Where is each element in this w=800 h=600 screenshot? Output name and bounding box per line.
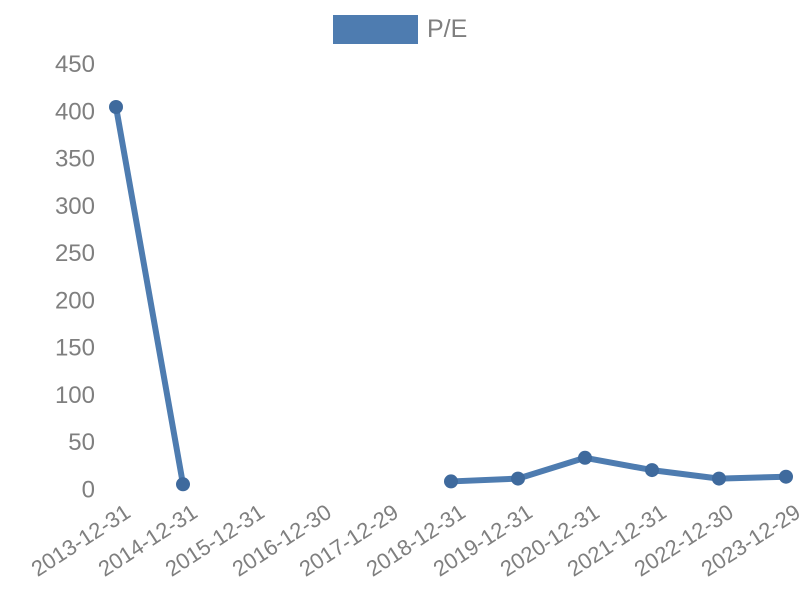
- y-tick-label: 250: [55, 240, 95, 267]
- data-point-marker: [645, 463, 659, 478]
- data-point-marker: [578, 450, 592, 465]
- data-point-marker: [176, 477, 190, 492]
- y-tick-label: 350: [55, 146, 95, 173]
- y-tick-label: 150: [55, 335, 95, 362]
- data-point-marker: [779, 469, 793, 484]
- data-point-markers: [109, 99, 793, 492]
- y-tick-label: 100: [55, 382, 95, 409]
- x-axis-tick-labels: 2013-12-312014-12-312015-12-312016-12-30…: [27, 499, 800, 581]
- y-tick-label: 400: [55, 98, 95, 125]
- y-axis-tick-labels: 0 50 100 150 200 250 300 350 400 450: [55, 51, 95, 504]
- series-line-pe: [113, 103, 789, 488]
- y-tick-label: 0: [82, 477, 95, 504]
- data-point-marker: [109, 99, 123, 114]
- y-tick-label: 200: [55, 287, 95, 314]
- data-point-marker: [444, 474, 458, 489]
- y-tick-label: 50: [68, 429, 95, 456]
- data-point-marker: [511, 471, 525, 486]
- legend-swatch-pe: [333, 15, 418, 44]
- legend: P/E: [333, 15, 467, 44]
- y-tick-label: 300: [55, 193, 95, 220]
- data-point-marker: [712, 471, 726, 486]
- y-tick-label: 450: [55, 51, 95, 78]
- legend-label-pe: P/E: [427, 15, 468, 43]
